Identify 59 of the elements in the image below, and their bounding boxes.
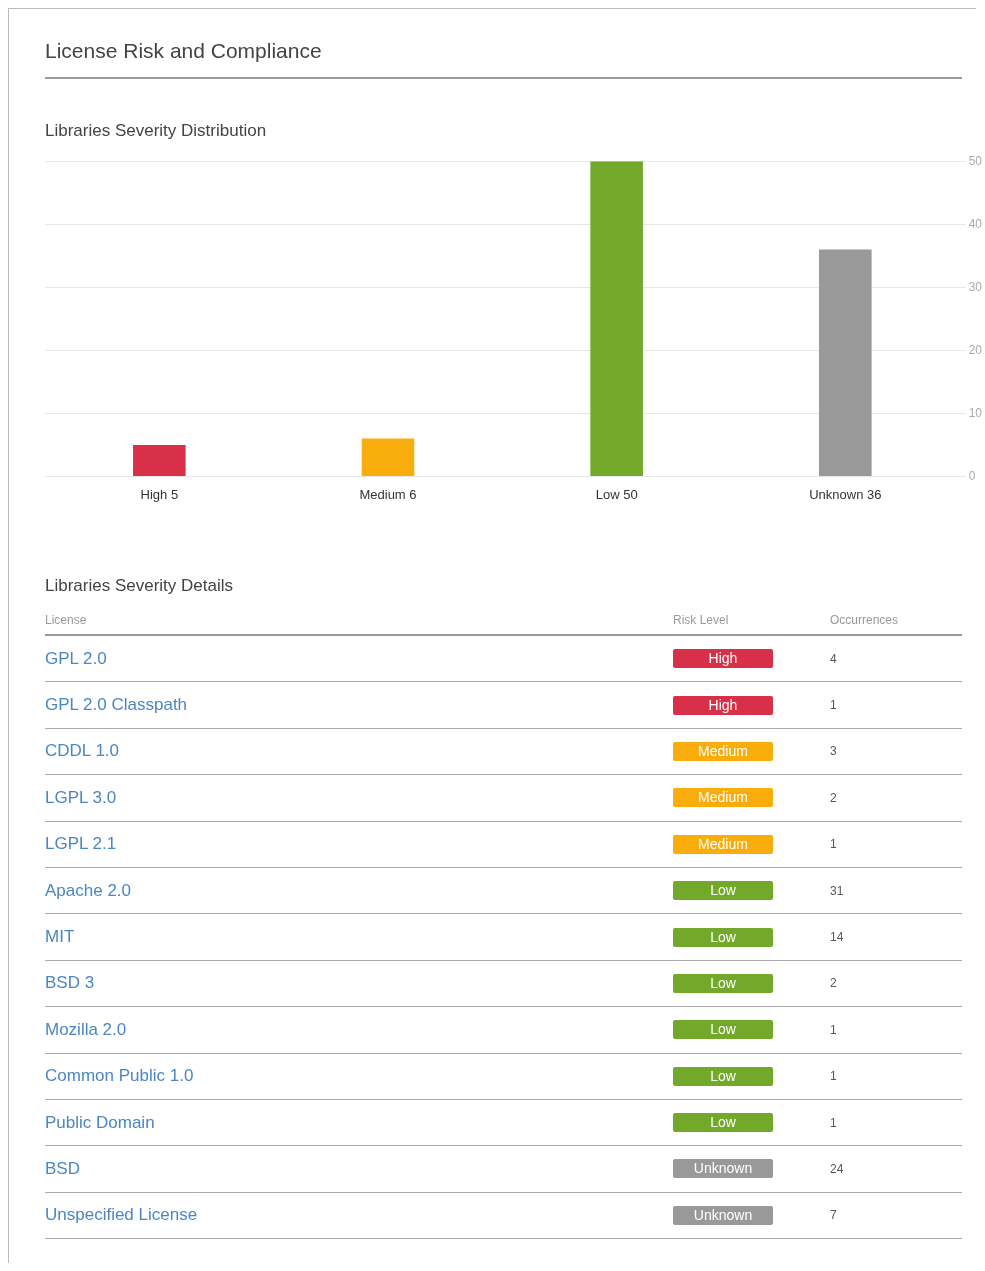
data-label: 24 — [830, 1161, 845, 1176]
tag: Unknown — [673, 1205, 773, 1225]
bar — [361, 438, 415, 476]
category-label: Public Domain — [45, 1112, 156, 1133]
chart-title: License Risk and Compliance — [45, 39, 962, 79]
data-label: 2 — [830, 976, 838, 991]
tag: Medium — [673, 788, 773, 808]
data-label: 2 — [830, 790, 838, 805]
category-label: Mozilla 2.0 — [45, 1019, 128, 1040]
category-label: CDDL 1.0 — [45, 741, 120, 762]
data-label: 7 — [830, 1208, 838, 1223]
bar — [590, 161, 643, 476]
y-tick-label: 20 — [968, 342, 983, 357]
text: Occurrences — [830, 613, 900, 627]
tag: High — [673, 695, 773, 715]
data-label: 1 — [830, 1069, 838, 1084]
data-label: 1 — [830, 1115, 838, 1130]
tag: Unknown — [673, 1159, 773, 1179]
data-label: 3 — [830, 744, 838, 759]
x-tick-label: High 5 — [140, 486, 179, 502]
category-label: GPL 2.0 — [45, 648, 108, 669]
text: Risk Level — [673, 613, 730, 627]
category-label: MIT — [45, 927, 76, 948]
x-tick-label: Low 50 — [595, 486, 638, 502]
category-label: GPL 2.0 Classpath — [45, 695, 189, 716]
category-label: Unspecified License — [45, 1205, 199, 1226]
tag: Low — [673, 881, 773, 901]
category-label: LGPL 2.1 — [45, 834, 118, 855]
data-label: 1 — [830, 1022, 838, 1037]
text: Libraries Severity Details — [45, 576, 234, 596]
y-tick-label: 50 — [968, 153, 983, 168]
bar — [133, 444, 186, 476]
y-tick-label: 0 — [968, 468, 976, 483]
tag: Low — [673, 927, 773, 947]
y-tick-label: 40 — [968, 216, 983, 231]
data-label: 14 — [830, 930, 845, 945]
data-label: 1 — [830, 698, 838, 713]
tag: Medium — [673, 741, 773, 761]
category-label: BSD 3 — [45, 973, 96, 994]
data-label: 4 — [830, 651, 838, 666]
data-label: 1 — [830, 837, 838, 852]
tag: High — [673, 649, 773, 669]
category-label: Apache 2.0 — [45, 880, 132, 901]
category-label: BSD — [45, 1158, 81, 1179]
tag: Medium — [673, 834, 773, 854]
data-label: 31 — [830, 883, 845, 898]
tag: Low — [673, 973, 773, 993]
x-tick-label: Unknown 36 — [809, 486, 882, 502]
category-label: Common Public 1.0 — [45, 1066, 195, 1087]
text: License — [45, 613, 88, 627]
bar — [819, 249, 872, 476]
y-tick-label: 30 — [968, 279, 983, 294]
chart-subtitle: Libraries Severity Distribution — [45, 121, 268, 141]
tag: Low — [673, 1066, 773, 1086]
tag: Low — [673, 1113, 773, 1133]
tag: Low — [673, 1020, 773, 1040]
x-tick-label: Medium 6 — [359, 486, 417, 502]
category-label: LGPL 3.0 — [45, 787, 118, 808]
y-tick-label: 10 — [968, 405, 983, 420]
